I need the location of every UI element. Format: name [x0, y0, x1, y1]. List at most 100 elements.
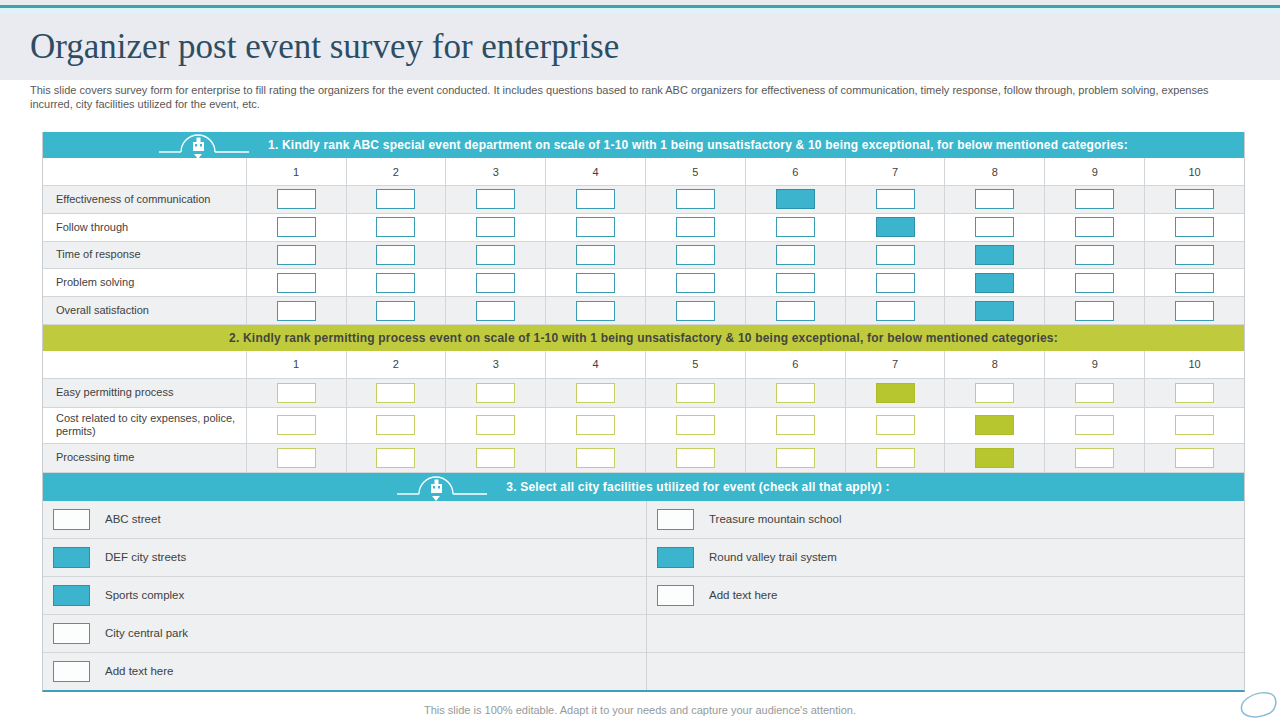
rating-checkbox[interactable] — [576, 415, 615, 435]
rating-checkbox[interactable] — [376, 217, 415, 237]
facility-checkbox[interactable] — [53, 547, 90, 568]
rating-cell — [645, 297, 745, 324]
section2-grid: 12345678910 Easy permitting processCost … — [43, 351, 1244, 473]
rating-checkbox[interactable] — [1175, 245, 1214, 265]
rating-checkbox[interactable] — [975, 301, 1014, 321]
rating-checkbox[interactable] — [676, 383, 715, 403]
rating-checkbox[interactable] — [975, 383, 1014, 403]
rating-checkbox[interactable] — [975, 415, 1014, 435]
rating-checkbox[interactable] — [876, 245, 915, 265]
facility-checkbox[interactable] — [53, 623, 90, 644]
rating-checkbox[interactable] — [476, 245, 515, 265]
rating-checkbox[interactable] — [576, 189, 615, 209]
rating-checkbox[interactable] — [1075, 189, 1114, 209]
rating-checkbox[interactable] — [376, 245, 415, 265]
rating-checkbox[interactable] — [776, 189, 815, 209]
rating-checkbox[interactable] — [376, 301, 415, 321]
facility-checkbox[interactable] — [53, 585, 90, 606]
rating-checkbox[interactable] — [876, 273, 915, 293]
rating-checkbox[interactable] — [1175, 415, 1214, 435]
rating-checkbox[interactable] — [876, 189, 915, 209]
rating-cell — [944, 444, 1044, 472]
rating-checkbox[interactable] — [1075, 383, 1114, 403]
rating-checkbox[interactable] — [277, 217, 316, 237]
section1-header: 1. Kindly rank ABC special event departm… — [43, 132, 1244, 158]
rating-checkbox[interactable] — [876, 217, 915, 237]
rating-checkbox[interactable] — [576, 301, 615, 321]
rating-checkbox[interactable] — [476, 448, 515, 468]
rating-checkbox[interactable] — [476, 273, 515, 293]
rating-checkbox[interactable] — [277, 273, 316, 293]
rating-checkbox[interactable] — [975, 245, 1014, 265]
rating-checkbox[interactable] — [676, 273, 715, 293]
rating-checkbox[interactable] — [277, 245, 316, 265]
rating-checkbox[interactable] — [776, 273, 815, 293]
rating-checkbox[interactable] — [776, 217, 815, 237]
rating-checkbox[interactable] — [1075, 273, 1114, 293]
rating-checkbox[interactable] — [376, 273, 415, 293]
rating-checkbox[interactable] — [975, 448, 1014, 468]
rating-checkbox[interactable] — [676, 189, 715, 209]
rating-checkbox[interactable] — [277, 448, 316, 468]
rating-checkbox[interactable] — [676, 245, 715, 265]
rating-checkbox[interactable] — [1175, 448, 1214, 468]
rating-cell — [445, 297, 545, 324]
rating-checkbox[interactable] — [376, 415, 415, 435]
rating-checkbox[interactable] — [476, 383, 515, 403]
rating-checkbox[interactable] — [576, 383, 615, 403]
rating-checkbox[interactable] — [576, 448, 615, 468]
rating-cell — [745, 379, 845, 407]
rating-checkbox[interactable] — [776, 415, 815, 435]
rating-checkbox[interactable] — [676, 217, 715, 237]
rating-checkbox[interactable] — [1075, 301, 1114, 321]
rating-checkbox[interactable] — [1075, 448, 1114, 468]
rating-cell — [246, 444, 346, 472]
rating-checkbox[interactable] — [876, 415, 915, 435]
rating-checkbox[interactable] — [1175, 189, 1214, 209]
rating-checkbox[interactable] — [776, 301, 815, 321]
rating-checkbox[interactable] — [1175, 273, 1214, 293]
rating-checkbox[interactable] — [476, 189, 515, 209]
rating-checkbox[interactable] — [576, 245, 615, 265]
rating-checkbox[interactable] — [676, 415, 715, 435]
rating-checkbox[interactable] — [1175, 301, 1214, 321]
rating-checkbox[interactable] — [1075, 217, 1114, 237]
rating-cell — [645, 269, 745, 296]
rating-checkbox[interactable] — [876, 301, 915, 321]
rating-checkbox[interactable] — [676, 301, 715, 321]
rating-checkbox[interactable] — [1075, 415, 1114, 435]
rating-checkbox[interactable] — [1175, 217, 1214, 237]
rating-cell — [1044, 444, 1144, 472]
rating-checkbox[interactable] — [576, 273, 615, 293]
rating-checkbox[interactable] — [576, 217, 615, 237]
rating-checkbox[interactable] — [277, 301, 316, 321]
rating-checkbox[interactable] — [776, 383, 815, 403]
rating-checkbox[interactable] — [476, 301, 515, 321]
facility-checkbox[interactable] — [657, 509, 694, 530]
rating-checkbox[interactable] — [1175, 383, 1214, 403]
facility-checkbox[interactable] — [657, 585, 694, 606]
rating-checkbox[interactable] — [376, 448, 415, 468]
rating-checkbox[interactable] — [676, 448, 715, 468]
rating-checkbox[interactable] — [876, 448, 915, 468]
rating-checkbox[interactable] — [975, 273, 1014, 293]
rating-checkbox[interactable] — [776, 448, 815, 468]
rating-cell — [645, 444, 745, 472]
rating-checkbox[interactable] — [876, 383, 915, 403]
rating-checkbox[interactable] — [975, 189, 1014, 209]
rating-checkbox[interactable] — [277, 189, 316, 209]
rating-checkbox[interactable] — [476, 415, 515, 435]
facility-checkbox[interactable] — [53, 661, 90, 682]
rating-checkbox[interactable] — [376, 383, 415, 403]
facility-label: Sports complex — [105, 589, 184, 601]
rating-checkbox[interactable] — [1075, 245, 1114, 265]
facility-checkbox[interactable] — [53, 509, 90, 530]
rating-checkbox[interactable] — [277, 383, 316, 403]
rating-checkbox[interactable] — [975, 217, 1014, 237]
rating-checkbox[interactable] — [376, 189, 415, 209]
rating-checkbox[interactable] — [776, 245, 815, 265]
rating-checkbox[interactable] — [277, 415, 316, 435]
facility-checkbox[interactable] — [657, 547, 694, 568]
rating-cell — [745, 269, 845, 296]
rating-checkbox[interactable] — [476, 217, 515, 237]
